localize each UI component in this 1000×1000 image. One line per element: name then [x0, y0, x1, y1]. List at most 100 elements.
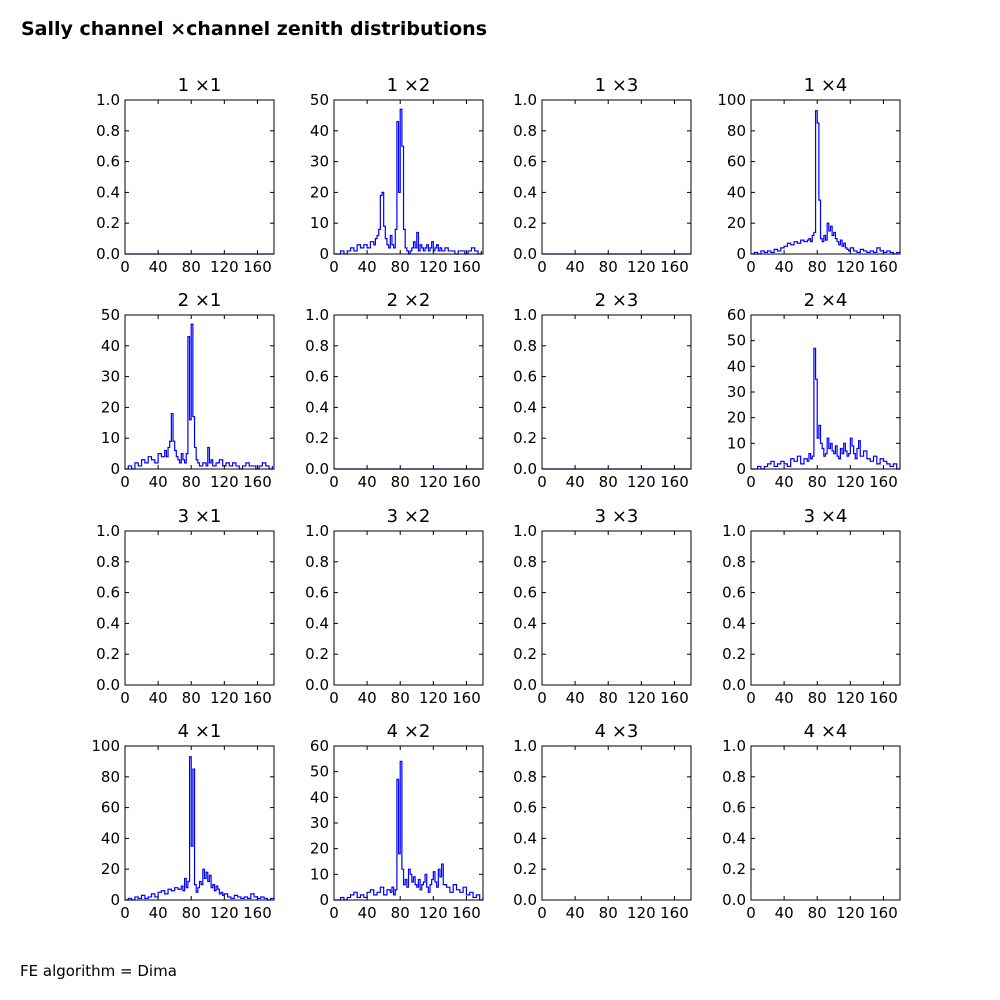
y-tick-label: 0.0 [96, 245, 120, 263]
figure-footnote: FE algorithm = Dima [20, 962, 177, 980]
x-tick-label: 80 [391, 258, 410, 276]
subplot-title: 4 ×3 [595, 721, 639, 742]
x-tick-label: 0 [120, 473, 130, 491]
subplot-title: 2 ×4 [804, 290, 848, 311]
y-tick-label: 0 [736, 245, 746, 263]
y-tick-label: 0.0 [96, 676, 120, 694]
axes-frame [333, 99, 484, 255]
y-tick-label: 60 [727, 306, 746, 324]
x-tick-label: 160 [660, 689, 689, 707]
x-tick-label: 80 [182, 473, 201, 491]
y-tick-label: 0.2 [305, 645, 329, 663]
x-tick-label: 40 [358, 689, 377, 707]
y-tick-label: 0.2 [513, 860, 537, 878]
subplot: 1 ×3 0 40 80 120 160 0.0 0.2 0.4 0.6 0.8 1.0 [513, 75, 692, 276]
y-tick-label: 0.4 [722, 829, 746, 847]
subplot: 4 ×1 0 40 80 120 160 0 20 40 60 80 100 [91, 721, 275, 922]
axes-frame [750, 314, 901, 470]
x-tick-label: 0 [746, 258, 756, 276]
y-tick-label: 20 [727, 214, 746, 232]
figure-title: Sally channel ×channel zenith distributi… [21, 18, 488, 40]
x-tick-label: 40 [358, 473, 377, 491]
subplot: 2 ×4 0 40 80 120 160 0 10 20 30 40 50 60 [727, 290, 901, 491]
x-tick-label: 120 [627, 473, 656, 491]
axes-frame [333, 314, 484, 470]
x-tick-label: 0 [120, 904, 130, 922]
x-tick-label: 40 [358, 904, 377, 922]
x-tick-label: 80 [808, 473, 827, 491]
y-tick-label: 0.0 [513, 891, 537, 909]
x-tick-label: 120 [210, 689, 239, 707]
x-tick-label: 160 [660, 258, 689, 276]
y-tick-label: 0.8 [513, 553, 537, 571]
y-tick-label: 0.6 [513, 799, 537, 817]
axes-frame [541, 314, 692, 470]
subplot: 3 ×4 0 40 80 120 160 0.0 0.2 0.4 0.6 0.8 1.0 [722, 506, 901, 707]
x-tick-label: 120 [627, 689, 656, 707]
x-tick-label: 0 [120, 689, 130, 707]
axes-frame [750, 530, 901, 686]
histogram-series-line [125, 756, 275, 901]
x-tick-label: 40 [566, 258, 585, 276]
subplot-title: 4 ×4 [804, 721, 848, 742]
x-tick-label: 80 [808, 258, 827, 276]
y-tick-label: 80 [727, 122, 746, 140]
y-tick-label: 0.8 [96, 553, 120, 571]
y-tick-label: 0.4 [513, 829, 537, 847]
x-tick-label: 160 [869, 689, 898, 707]
subplot-title: 2 ×2 [387, 290, 431, 311]
subplot-title: 1 ×2 [387, 75, 431, 96]
y-tick-label: 40 [101, 829, 120, 847]
subplot: 2 ×1 0 40 80 120 160 0 10 20 30 40 50 [101, 290, 275, 491]
y-tick-label: 0.8 [305, 337, 329, 355]
x-tick-label: 0 [329, 258, 339, 276]
x-tick-label: 80 [599, 904, 618, 922]
y-tick-label: 10 [310, 214, 329, 232]
y-tick-label: 1.0 [513, 91, 537, 109]
x-tick-label: 0 [120, 258, 130, 276]
x-tick-label: 120 [836, 689, 865, 707]
y-tick-label: 0.0 [305, 460, 329, 478]
subplot: 4 ×2 0 40 80 120 160 0 10 20 30 40 50 60 [310, 721, 484, 922]
y-tick-label: 20 [310, 183, 329, 201]
x-tick-label: 40 [775, 904, 794, 922]
x-tick-label: 160 [452, 904, 481, 922]
x-tick-label: 160 [452, 473, 481, 491]
subplot-title: 4 ×2 [387, 721, 431, 742]
x-tick-label: 40 [149, 473, 168, 491]
subplot-title: 3 ×4 [804, 506, 848, 527]
y-tick-label: 0.6 [96, 153, 120, 171]
x-tick-label: 120 [419, 473, 448, 491]
subplot-title: 3 ×2 [387, 506, 431, 527]
y-tick-label: 20 [310, 840, 329, 858]
subplot-title: 3 ×3 [595, 506, 639, 527]
y-tick-label: 0.2 [305, 429, 329, 447]
x-tick-label: 160 [243, 258, 272, 276]
y-tick-label: 50 [727, 332, 746, 350]
y-tick-label: 10 [310, 865, 329, 883]
y-tick-label: 0.6 [722, 584, 746, 602]
axes-frame [541, 99, 692, 255]
subplot-title: 2 ×3 [595, 290, 639, 311]
y-tick-label: 0.6 [513, 153, 537, 171]
x-tick-label: 160 [243, 473, 272, 491]
x-tick-label: 0 [746, 904, 756, 922]
x-tick-label: 160 [869, 904, 898, 922]
axes-frame [124, 745, 275, 901]
x-tick-label: 80 [808, 904, 827, 922]
subplot-title: 1 ×1 [178, 75, 222, 96]
y-tick-label: 10 [101, 429, 120, 447]
x-tick-label: 120 [627, 904, 656, 922]
y-tick-label: 1.0 [96, 91, 120, 109]
histogram-series-line [751, 347, 901, 470]
y-tick-label: 30 [101, 368, 120, 386]
subplot-title: 3 ×1 [178, 506, 222, 527]
y-tick-label: 10 [727, 434, 746, 452]
x-tick-label: 120 [836, 473, 865, 491]
y-tick-label: 0.2 [513, 429, 537, 447]
x-tick-label: 40 [149, 904, 168, 922]
y-tick-label: 0.4 [513, 614, 537, 632]
axes-frame [124, 530, 275, 686]
y-tick-label: 0.8 [305, 553, 329, 571]
axes-frame [750, 99, 901, 255]
